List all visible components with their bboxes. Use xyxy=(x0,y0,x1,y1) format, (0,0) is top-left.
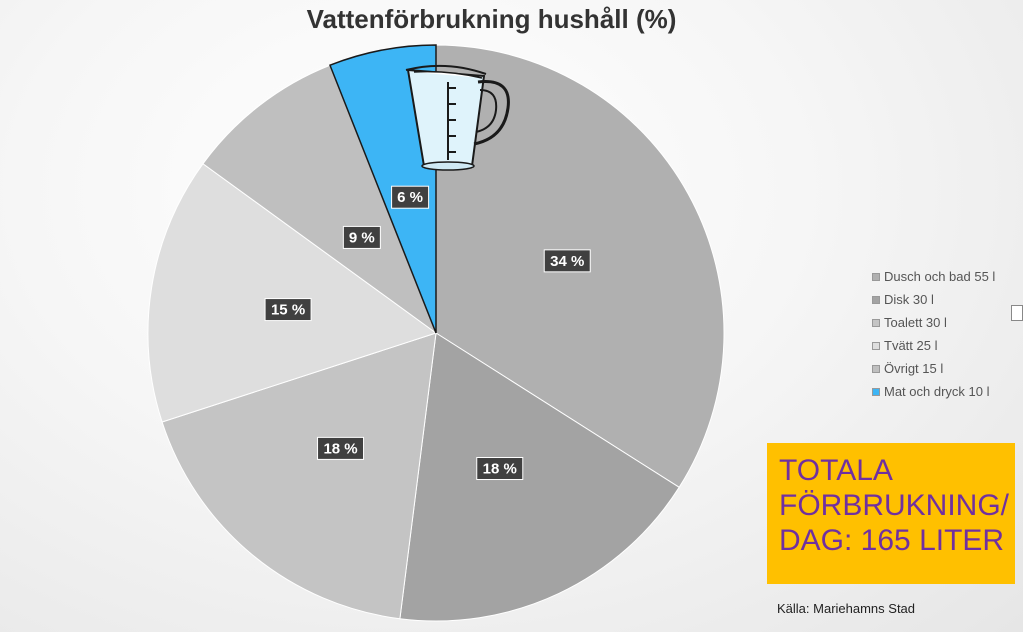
legend-swatch xyxy=(872,387,880,396)
legend-swatch xyxy=(872,272,880,281)
legend-swatch xyxy=(872,295,880,304)
total-line-3: DAG: 165 LITER xyxy=(779,524,1005,557)
total-line-1: TOTALA xyxy=(779,454,893,487)
pie-slice xyxy=(329,44,437,334)
data-label: 18 % xyxy=(476,457,524,481)
legend-swatch xyxy=(872,341,880,350)
legend-swatch xyxy=(872,364,880,373)
legend-label: Tvätt 25 l xyxy=(884,338,938,353)
legend-label: Mat och dryck 10 l xyxy=(884,384,990,399)
data-label: 9 % xyxy=(342,225,381,249)
svg-text:18 %: 18 % xyxy=(323,440,357,457)
data-label: 18 % xyxy=(317,436,365,460)
svg-text:6 %: 6 % xyxy=(397,189,423,206)
data-label: 34 % xyxy=(543,249,591,273)
legend-item: Dusch och bad 55 l xyxy=(872,265,1020,288)
legend-item: Övrigt 15 l xyxy=(872,357,1020,380)
legend-item: Toalett 30 l xyxy=(872,311,1020,334)
chart-title: Vattenförbrukning hushåll (%) xyxy=(306,4,677,34)
data-label: 15 % xyxy=(264,298,312,322)
legend-item: Tvätt 25 l xyxy=(872,334,1020,357)
legend-label: Övrigt 15 l xyxy=(884,361,944,376)
measuring-jug-icon xyxy=(405,64,510,171)
pie-slice xyxy=(161,332,437,620)
chart-legend: Dusch och bad 55 l Disk 30 l Toalett 30 l T… xyxy=(872,265,1020,403)
svg-text:18 %: 18 % xyxy=(483,461,517,478)
scrollbar-handle[interactable] xyxy=(1011,305,1023,321)
legend-swatch xyxy=(872,318,880,327)
data-label: 6 % xyxy=(391,185,430,209)
legend-label: Disk 30 l xyxy=(884,292,934,307)
total-consumption-box: TOTALA FÖRBRUKNING/ DAG: 165 LITER xyxy=(767,443,1015,584)
svg-text:15 %: 15 % xyxy=(271,302,305,319)
legend-item: Disk 30 l xyxy=(872,288,1020,311)
legend-label: Toalett 30 l xyxy=(884,315,947,330)
pie-slice xyxy=(399,332,680,622)
pie-slice xyxy=(147,163,438,423)
total-line-2: FÖRBRUKNING/ xyxy=(779,489,1010,522)
svg-text:34 %: 34 % xyxy=(550,253,584,270)
legend-label: Dusch och bad 55 l xyxy=(884,269,996,284)
svg-text:9 %: 9 % xyxy=(349,229,375,246)
pie-slice xyxy=(202,64,438,335)
source-note: Källa: Mariehamns Stad xyxy=(777,601,916,616)
legend-item: Mat och dryck 10 l xyxy=(872,380,1020,403)
